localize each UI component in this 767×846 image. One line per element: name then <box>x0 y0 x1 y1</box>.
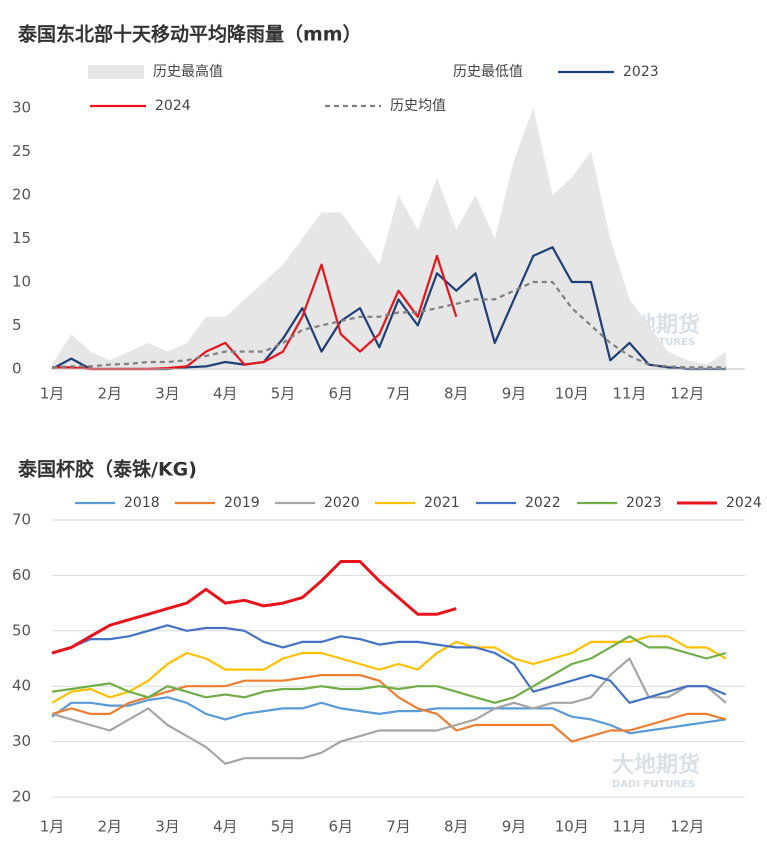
x-tick-label: 2月 <box>97 385 122 403</box>
legend-swatch <box>88 65 144 79</box>
y-tick-label: 70 <box>12 511 31 529</box>
x-tick-label: 1月 <box>40 385 65 403</box>
x-tick-label: 3月 <box>155 818 180 836</box>
x-tick-label: 1月 <box>40 818 65 836</box>
x-tick-label: 6月 <box>328 818 353 836</box>
y-tick-label: 0 <box>12 360 22 378</box>
series-line <box>51 657 727 765</box>
x-tick-label: 10月 <box>555 385 589 403</box>
legend-label: 2024 <box>726 495 762 511</box>
x-tick-label: 8月 <box>444 385 469 403</box>
series-line <box>51 674 727 743</box>
area <box>52 108 726 369</box>
legend-label: 2020 <box>324 495 360 511</box>
x-tick-label: 9月 <box>502 818 527 836</box>
watermark-en: DADI FUTURES <box>612 779 695 790</box>
legend-label: 2019 <box>224 495 260 511</box>
x-tick-label: 4月 <box>213 385 238 403</box>
x-tick-label: 5月 <box>271 818 296 836</box>
y-tick-label: 30 <box>12 99 31 117</box>
x-tick-label: 7月 <box>386 818 411 836</box>
y-tick-label: 5 <box>12 316 22 334</box>
series-line <box>51 560 457 655</box>
series-line <box>51 624 727 704</box>
x-tick-label: 10月 <box>555 818 589 836</box>
x-tick-label: 7月 <box>386 385 411 403</box>
series-line <box>51 635 727 704</box>
x-tick-label: 12月 <box>670 385 704 403</box>
x-tick-label: 2月 <box>97 818 122 836</box>
y-tick-label: 60 <box>12 566 31 584</box>
legend-label: 2021 <box>424 495 460 511</box>
y-tick-label: 15 <box>12 229 31 247</box>
legend-label: 2023 <box>626 495 662 511</box>
y-tick-label: 50 <box>12 621 31 639</box>
y-tick-label: 20 <box>12 788 31 806</box>
y-tick-label: 20 <box>12 186 31 204</box>
x-tick-label: 6月 <box>328 385 353 403</box>
y-tick-label: 30 <box>12 732 31 750</box>
x-tick-label: 3月 <box>155 385 180 403</box>
legend-label: 2023 <box>623 64 659 80</box>
chart-title: 泰国东北部十天移动平均降雨量（mm） <box>17 23 362 46</box>
watermark: 大地期货 <box>612 752 700 778</box>
chart-title: 泰国杯胶（泰铢/KG) <box>17 458 197 481</box>
x-tick-label: 8月 <box>444 818 469 836</box>
series-line <box>51 280 726 369</box>
y-tick-label: 40 <box>12 677 31 695</box>
legend-label: 2022 <box>525 495 561 511</box>
x-tick-label: 9月 <box>502 385 527 403</box>
x-tick-label: 12月 <box>670 818 704 836</box>
x-tick-label: 5月 <box>271 385 296 403</box>
legend-label: 2018 <box>124 495 160 511</box>
y-tick-label: 25 <box>12 142 31 160</box>
legend-label: 历史最低值 <box>453 64 523 80</box>
series-line <box>51 635 727 704</box>
series-line <box>51 696 726 735</box>
x-tick-label: 11月 <box>612 818 646 836</box>
y-tick-label: 10 <box>12 273 31 291</box>
x-tick-label: 4月 <box>213 818 238 836</box>
legend-label: 历史最高值 <box>153 63 223 80</box>
legend-label: 历史均值 <box>390 98 446 114</box>
legend-label: 2024 <box>155 98 191 114</box>
x-tick-label: 11月 <box>612 385 646 403</box>
